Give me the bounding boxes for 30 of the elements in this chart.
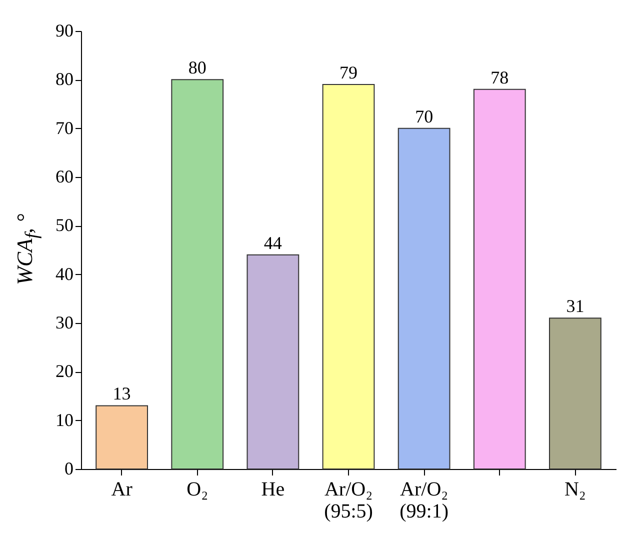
bar	[171, 79, 224, 470]
data-label: 44	[264, 232, 282, 253]
data-label: 79	[340, 62, 358, 83]
x-tick-label: O₂	[186, 478, 208, 500]
data-label: 31	[566, 296, 584, 316]
x-tick-label: Ar/O₂ (99:1)	[400, 478, 449, 522]
bar	[246, 254, 300, 470]
y-tick-label: 90	[56, 20, 74, 40]
x-tick-label: N₂	[564, 478, 586, 500]
y-tick-label: 80	[56, 69, 74, 90]
y-tick-label: 60	[56, 166, 74, 186]
y-tick-label: 10	[56, 410, 74, 430]
x-tick-label: Ar/O₂ (95:5)	[324, 478, 373, 522]
x-tick-label: He	[261, 478, 285, 500]
y-tick-label: 30	[56, 312, 74, 332]
data-label: 70	[415, 106, 434, 126]
bar	[473, 88, 526, 470]
data-label: 78	[490, 67, 509, 88]
data-label: 13	[112, 384, 131, 404]
y-tick-label: 70	[56, 118, 74, 138]
y-tick-label: 20	[56, 361, 74, 382]
bar	[96, 405, 148, 470]
bar	[549, 318, 602, 470]
data-label: 80	[188, 58, 206, 78]
bar	[398, 128, 450, 470]
y-tick-label: 40	[56, 264, 74, 284]
bar	[322, 84, 375, 470]
y-tick-label: 0	[64, 458, 74, 478]
y-tick-label: 50	[56, 215, 74, 236]
x-tick-label: Ar	[111, 478, 133, 500]
